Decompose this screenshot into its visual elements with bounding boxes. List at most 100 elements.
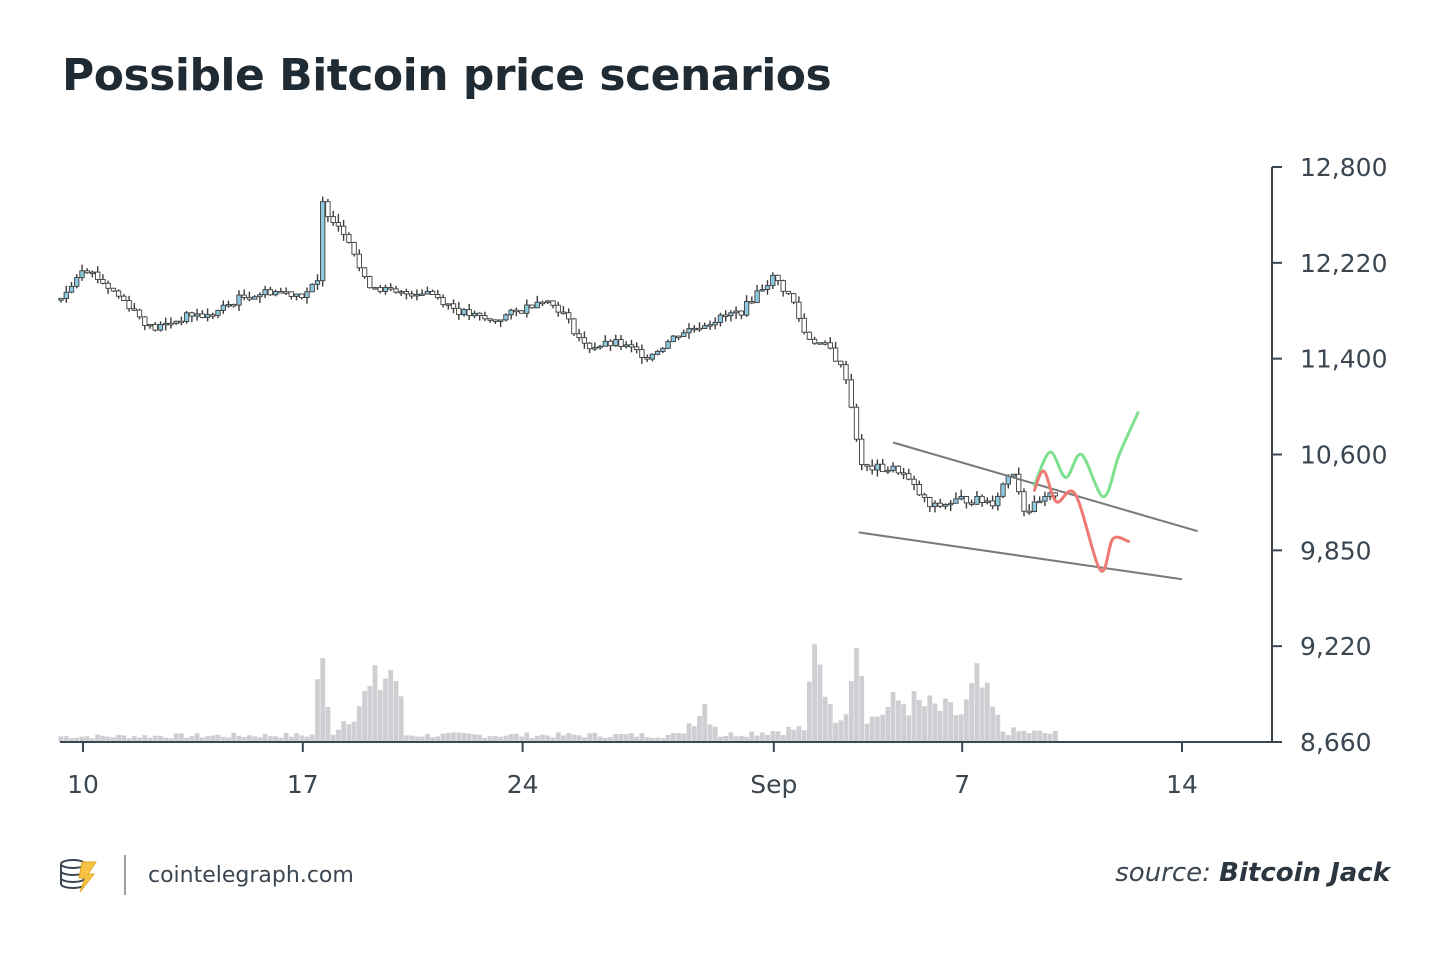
candle (995, 492, 1001, 511)
candle (403, 288, 410, 300)
candle (424, 286, 431, 295)
volume-bar (430, 737, 435, 742)
volume-bar (875, 716, 880, 742)
candle-body (801, 317, 807, 333)
candle-body (309, 283, 315, 293)
volume-bar (958, 714, 964, 742)
candle (126, 295, 132, 312)
candle (764, 280, 771, 295)
candle-body (628, 344, 635, 348)
volume-bar (827, 704, 833, 742)
candle (592, 342, 598, 351)
candle (649, 353, 656, 362)
candle (393, 285, 399, 294)
candle-body (545, 300, 551, 303)
candle-body (68, 285, 75, 293)
candle-body (351, 241, 357, 255)
candle-body (204, 314, 211, 318)
volume-bar (309, 734, 315, 742)
volume-bar (890, 692, 896, 742)
candle (58, 297, 64, 303)
candle (372, 286, 378, 290)
candle-body (178, 320, 185, 324)
candle (330, 210, 336, 226)
volume-bar (676, 733, 681, 742)
candle-body (293, 293, 300, 297)
volume-bar (294, 733, 299, 742)
candle-body (738, 310, 745, 316)
candle (927, 496, 933, 512)
volume-bar (587, 733, 592, 742)
candle (639, 344, 645, 364)
candle (723, 310, 729, 322)
x-tick-label: 17 (287, 770, 319, 799)
candle (1037, 496, 1043, 504)
volume-bar (419, 736, 425, 742)
candle-body (796, 301, 802, 319)
candle (231, 303, 237, 308)
volume-bar (210, 735, 216, 742)
candle-body (686, 328, 692, 334)
volume-bar (330, 734, 336, 742)
candle (749, 296, 755, 305)
volume-bar (791, 729, 797, 742)
volume-bar (602, 737, 608, 742)
candle-body (864, 464, 870, 467)
candle (435, 289, 441, 300)
candle (780, 279, 786, 297)
candle (796, 296, 802, 322)
candle (811, 336, 818, 345)
candlesticks (58, 196, 1059, 517)
candle-body (1037, 500, 1043, 504)
candle-body (660, 347, 666, 352)
candle (272, 289, 279, 297)
candle-body (131, 308, 137, 311)
wedge-pattern (858, 441, 1198, 581)
candle-body (691, 327, 697, 331)
candle (686, 323, 692, 339)
candle (576, 328, 582, 342)
volume-bar (953, 715, 959, 742)
candle-body (466, 309, 472, 317)
volume-bar (843, 714, 849, 742)
volume-bar (388, 669, 394, 742)
volume-bar (786, 726, 791, 742)
candle-body (356, 253, 362, 269)
candle (414, 289, 420, 301)
y-tick-label: 9,220 (1300, 632, 1372, 661)
candle-body (649, 353, 656, 360)
candle-body (728, 312, 734, 317)
candle (283, 287, 289, 295)
candle-body (257, 294, 263, 298)
candle (890, 462, 896, 473)
candle-body (429, 290, 436, 295)
candle-body (822, 342, 828, 345)
candle-body (142, 316, 148, 326)
candle-body (880, 463, 886, 473)
volume-bar (220, 736, 226, 742)
brand-text: cointelegraph.com (148, 862, 354, 888)
candle-body (477, 312, 483, 316)
candle (827, 337, 833, 350)
candle-body (890, 465, 896, 471)
volume-bar (90, 738, 95, 742)
candle-body (827, 342, 833, 349)
volume-bar (252, 736, 258, 742)
volume-bar (592, 732, 598, 742)
candle (597, 344, 603, 350)
candle-body (409, 293, 415, 297)
volume-bar (974, 663, 980, 742)
candle-body (979, 495, 985, 503)
candle (189, 311, 195, 322)
candle-body (555, 304, 561, 313)
volume-bar (911, 691, 917, 742)
candle (382, 284, 389, 295)
candle (147, 323, 153, 329)
candle-body (189, 312, 195, 317)
candle-body (733, 310, 739, 314)
candle (445, 303, 451, 310)
volume-bar (472, 734, 477, 742)
candle (602, 335, 608, 347)
volume-bar (100, 735, 106, 742)
candle-body (267, 289, 274, 296)
